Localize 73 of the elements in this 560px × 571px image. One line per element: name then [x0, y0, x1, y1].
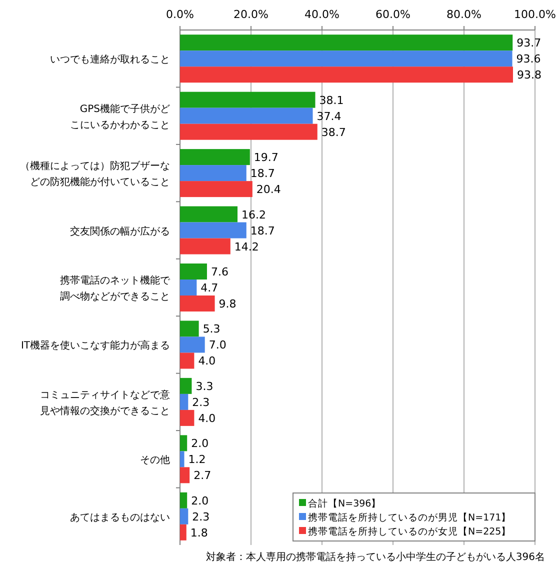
bar [180, 66, 513, 83]
y-tick-label: 交友関係の幅が広がる [70, 225, 170, 238]
x-tick-label: 100.0% [514, 8, 556, 21]
data-label: 93.8 [516, 68, 542, 82]
y-tick-label: （機種によっては）防犯ブザーなどの防犯機能が付いていること [20, 160, 170, 188]
bar [180, 336, 205, 353]
data-label: 19.7 [254, 151, 278, 164]
x-tick-label: 0.0% [166, 8, 194, 21]
bar [180, 50, 512, 67]
bar [180, 467, 190, 484]
y-tick-label: コミュニティサイトなどで意見や情報の交換ができること [40, 388, 170, 417]
bar [180, 451, 184, 468]
data-label: 4.0 [198, 412, 216, 425]
bar [180, 165, 246, 182]
data-label: 2.0 [191, 437, 209, 450]
bar [180, 320, 199, 337]
text: 対象者：本人専用の携帯電話を持っている小中学生の子どもがいる人396名 [206, 551, 545, 563]
data-label: 16.2 [242, 208, 266, 222]
bar [180, 524, 186, 540]
data-label: 4.0 [198, 354, 216, 368]
y-tick-label: IT機器を使いこなす能力が高まる [20, 340, 170, 352]
data-label: 37.4 [316, 110, 342, 123]
x-tick-label: 60.0% [376, 8, 410, 21]
bar [180, 508, 188, 524]
y-tick-label: あてはまるものはない [70, 512, 170, 524]
data-label: 2.3 [192, 510, 210, 524]
x-tick-label: 40.0% [304, 8, 340, 21]
bar [180, 435, 188, 452]
bar [180, 206, 238, 222]
bar [180, 92, 316, 108]
bar [180, 238, 230, 254]
y-tick-label: 携帯電話のネット機能で調べ物などができること [60, 274, 171, 302]
data-label: 7.0 [208, 338, 226, 352]
data-label: 3.3 [196, 380, 214, 393]
data-label: 2.7 [194, 469, 212, 482]
data-label: 18.7 [250, 167, 275, 180]
data-label: 38.1 [319, 94, 344, 107]
data-label: 1.8 [190, 526, 208, 540]
data-label: 38.7 [321, 126, 346, 139]
bar [180, 124, 318, 140]
data-label: 1.2 [188, 453, 206, 466]
bar [180, 378, 192, 394]
data-label: 14.2 [234, 240, 259, 254]
data-label: 7.6 [210, 266, 228, 278]
y-tick-label: その他 [140, 454, 170, 466]
bar [180, 264, 207, 280]
legend-label: 携帯電話を所持しているのが女児【N=225】 [308, 526, 512, 538]
data-label: 93.6 [516, 52, 541, 66]
data-label: 18.7 [250, 224, 275, 238]
x-tick-label: 80.0% [446, 8, 482, 21]
bar [180, 108, 313, 124]
bar [180, 181, 252, 198]
bar [180, 492, 188, 508]
bar [180, 34, 513, 51]
bar [180, 222, 246, 238]
legend-label: 携帯電話を所持しているのが男児【N=171】 [308, 512, 512, 524]
data-label: 20.4 [256, 183, 281, 196]
data-label: 4.7 [200, 282, 218, 294]
x-tick-label: 20.0% [234, 8, 268, 21]
data-label: 5.3 [202, 322, 220, 336]
data-label: 2.3 [192, 396, 210, 409]
bar [180, 149, 250, 166]
data-label: 93.7 [516, 36, 542, 50]
legend-label: 合計【N=396】 [308, 498, 382, 510]
bar [180, 352, 194, 369]
data-label: 9.8 [218, 298, 236, 310]
bar [180, 394, 188, 410]
y-tick-label: いつでも連絡が取れること [50, 54, 170, 66]
data-label: 2.0 [191, 494, 209, 508]
bar [180, 296, 215, 312]
y-tick-label: GPS機能で子供がどこにいるかわかること [70, 102, 170, 131]
bar [180, 280, 197, 296]
bar [180, 410, 194, 426]
